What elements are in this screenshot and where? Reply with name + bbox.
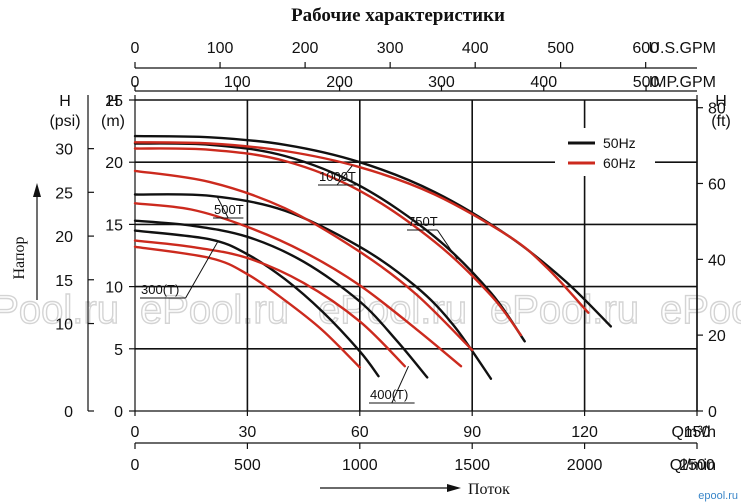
model-label: 400(T) <box>370 387 408 402</box>
tick-label-impgpm: 0 <box>131 74 140 91</box>
tick-label-m: 15 <box>105 217 123 234</box>
curve-400t-50hz <box>133 219 429 379</box>
tick-label-impgpm: 300 <box>428 74 455 91</box>
tick-label-psi: 10 <box>55 317 73 334</box>
model-label: 1000T <box>319 169 356 184</box>
unit-label-impgpm: IMP.GPM <box>649 74 716 91</box>
unit-label-lmin: Ql/min <box>670 457 716 474</box>
curve-1000t-50hz <box>133 134 612 328</box>
unit-label-ft: (ft) <box>711 113 731 130</box>
tick-label-m: 20 <box>105 155 123 172</box>
unit-label-m3h: Qm³/h <box>672 424 716 441</box>
model-label-leader <box>185 242 218 299</box>
tick-label-lmin: 2500 <box>679 457 715 474</box>
curve-500t-60hz <box>133 202 463 368</box>
curve-300t-60hz <box>133 245 361 369</box>
watermark-text: ePool.ru <box>0 288 119 332</box>
tick-label-psi: 15 <box>55 273 73 290</box>
tick-label-impgpm: 500 <box>633 74 660 91</box>
tick-label-lmin: 1500 <box>454 457 490 474</box>
unit-label-m: (m) <box>101 113 125 130</box>
curve-500t-60hz <box>133 169 474 352</box>
legend-background <box>555 128 655 176</box>
tick-label-m3h: 60 <box>351 424 369 441</box>
unit-label-ft-top: H <box>715 93 727 110</box>
chart-title: Рабочие характеристики <box>291 5 505 26</box>
tick-label-psi: 0 <box>64 404 73 421</box>
tick-label-m3h: 30 <box>239 424 257 441</box>
tick-label-psi: 20 <box>55 229 73 246</box>
tick-label-m: 0 <box>114 404 123 421</box>
tick-label-usgpm: 600 <box>632 40 659 57</box>
tick-label-usgpm: 200 <box>292 40 319 57</box>
watermark-text: ePool.ru <box>490 288 639 332</box>
unit-label-m-top: H <box>107 93 119 110</box>
tick-label-lmin: 1000 <box>342 457 378 474</box>
tick-label-usgpm: 400 <box>462 40 489 57</box>
tick-label-ft: 60 <box>708 176 726 193</box>
tick-label-impgpm: 200 <box>326 74 353 91</box>
model-label-leader <box>436 229 458 260</box>
tick-label-lmin: 2000 <box>567 457 603 474</box>
tick-label-ft: 40 <box>708 252 726 269</box>
y-axis-arrowhead <box>33 183 41 197</box>
tick-label-impgpm: 100 <box>224 74 251 91</box>
curve-750t-60hz <box>133 147 523 337</box>
tick-label-m3h: 120 <box>571 424 598 441</box>
tick-label-usgpm: 500 <box>547 40 574 57</box>
tick-label-m: 10 <box>105 280 123 297</box>
curves <box>133 134 612 380</box>
legend-label: 50Hz <box>603 135 636 151</box>
model-label: 750T <box>408 214 438 229</box>
curve-750t-50hz <box>133 142 526 343</box>
x-axis-arrowhead <box>447 484 461 492</box>
unit-label-psi: (psi) <box>49 113 80 130</box>
y-axis-title: Напор <box>11 236 28 279</box>
legend: 50Hz 60Hz <box>555 128 655 176</box>
model-label: 300(T) <box>141 282 179 297</box>
unit-label-psi-top: H <box>59 93 71 110</box>
tick-label-usgpm: 0 <box>131 40 140 57</box>
model-labels: 1000T 750T 500T 300(T) 400(T) <box>140 165 458 404</box>
model-label: 500T <box>214 202 244 217</box>
curve-300t-50hz <box>133 229 380 378</box>
tick-label-ft: 20 <box>708 328 726 345</box>
tick-label-ft: 0 <box>708 404 717 421</box>
tick-label-usgpm: 100 <box>207 40 234 57</box>
credit-text: epool.ru <box>698 490 738 502</box>
model-label-leader <box>391 366 409 404</box>
legend-label: 60Hz <box>603 155 636 171</box>
tick-label-lmin: 0 <box>131 457 140 474</box>
tick-label-m: 25 <box>105 93 123 110</box>
watermark-text: ePool.ru <box>660 288 741 332</box>
tick-label-impgpm: 400 <box>530 74 557 91</box>
curve-400t-60hz <box>133 239 406 368</box>
tick-label-usgpm: 300 <box>377 40 404 57</box>
tick-label-lmin: 500 <box>234 457 261 474</box>
curve-1000t-60hz <box>133 141 590 314</box>
curve-500t-50hz <box>133 193 493 380</box>
tick-label-m3h: 0 <box>131 424 140 441</box>
model-label-leader <box>336 165 353 186</box>
model-label-leader <box>216 197 229 219</box>
tick-label-ft: 80 <box>708 101 726 118</box>
x-axis-title: Поток <box>468 481 510 498</box>
watermark-text: ePool.ru <box>140 288 289 332</box>
tick-label-psi: 25 <box>55 185 73 202</box>
tick-label-m3h: 150 <box>684 424 711 441</box>
unit-label-usgpm: U.S.GPM <box>648 40 716 57</box>
tick-label-psi: 30 <box>55 142 73 159</box>
tick-label-m3h: 90 <box>463 424 481 441</box>
tick-label-m: 5 <box>114 342 123 359</box>
